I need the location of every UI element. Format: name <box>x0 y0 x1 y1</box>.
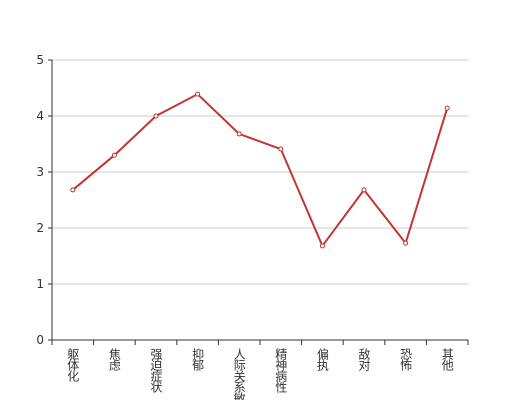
y-tick-label: 5 <box>36 53 44 67</box>
y-tick-label: 0 <box>36 333 44 347</box>
y-tick-label: 1 <box>36 277 44 291</box>
point <box>195 91 201 97</box>
y-tick-label: 4 <box>36 109 44 123</box>
x-tick-label: 强迫症状 <box>149 348 163 393</box>
point <box>70 187 76 193</box>
y-tick-label: 3 <box>36 165 44 179</box>
point <box>444 105 450 111</box>
x-tick-label: 人际关系敏感 <box>232 348 246 400</box>
point <box>111 152 117 158</box>
x-tick-label: 偏执 <box>315 347 329 372</box>
x-tick-label: 躯体化 <box>66 347 80 383</box>
x-tick-label: 其他 <box>440 348 454 371</box>
point <box>153 113 159 119</box>
point <box>278 146 284 152</box>
x-tick-label: 抑郁 <box>191 347 205 372</box>
point <box>236 131 242 137</box>
x-tick-label: 恐怖 <box>399 348 413 371</box>
x-tick-label: 焦虑 <box>107 348 121 371</box>
point <box>319 243 325 249</box>
line <box>72 92 449 248</box>
point <box>403 240 409 246</box>
y-tick-label: 2 <box>36 221 44 235</box>
x-tick-label: 精神病性 <box>274 348 288 394</box>
x-tick-label: 敌对 <box>357 347 371 371</box>
point <box>361 187 367 193</box>
